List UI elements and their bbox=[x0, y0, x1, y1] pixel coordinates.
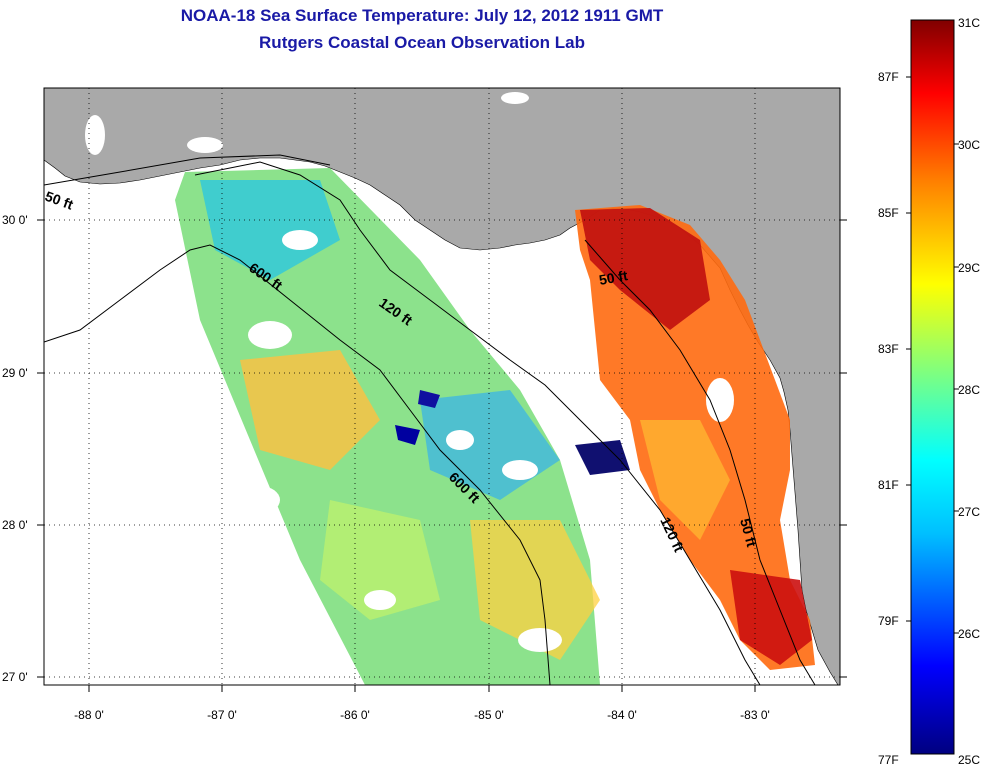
colorbar-celsius-label: 26C bbox=[958, 627, 980, 641]
contour-label: 50 ft bbox=[737, 517, 760, 549]
lon-label: -85 0' bbox=[474, 708, 504, 722]
axis-ticks bbox=[37, 219, 847, 692]
colorbar-celsius-label: 28C bbox=[958, 383, 980, 397]
colorbar-celsius-label: 25C bbox=[958, 753, 980, 767]
colorbar-celsius-label: 30C bbox=[958, 138, 980, 152]
lon-label: -84 0' bbox=[607, 708, 637, 722]
lon-label: -87 0' bbox=[207, 708, 237, 722]
colorbar-ticks bbox=[906, 76, 959, 634]
contour-600ft bbox=[44, 244, 551, 685]
chart-title: NOAA-18 Sea Surface Temperature: July 12… bbox=[180, 6, 664, 25]
lat-label: 30 0' bbox=[2, 213, 28, 227]
map-frame bbox=[43, 87, 841, 686]
lon-label: -88 0' bbox=[74, 708, 104, 722]
colorbar-fahrenheit-label: 81F bbox=[878, 478, 899, 492]
colorbar-celsius-label: 31C bbox=[958, 16, 980, 30]
colorbar-fahrenheit-label: 77F bbox=[878, 753, 899, 767]
contour-label: 50 ft bbox=[598, 267, 629, 288]
lat-label: 27 0' bbox=[2, 670, 28, 684]
colorbar-fahrenheit-label: 83F bbox=[878, 342, 899, 356]
sst-swath-west bbox=[175, 168, 630, 685]
inland-water bbox=[187, 137, 223, 153]
colorbar-celsius-label: 29C bbox=[958, 261, 980, 275]
colorbar-fahrenheit-label: 79F bbox=[878, 614, 899, 628]
colorbar-fahrenheit-label: 85F bbox=[878, 206, 899, 220]
inland-water bbox=[501, 92, 529, 104]
depth-contours bbox=[44, 154, 816, 685]
colorbar bbox=[910, 19, 955, 755]
land bbox=[44, 88, 840, 685]
colorbar-fahrenheit-label: 87F bbox=[878, 70, 899, 84]
lat-label: 29 0' bbox=[2, 366, 28, 380]
inland-water bbox=[85, 115, 105, 155]
contour-120ft bbox=[194, 161, 761, 685]
lat-label: 28 0' bbox=[2, 518, 28, 532]
lon-label: -83 0' bbox=[740, 708, 770, 722]
lon-label: -86 0' bbox=[340, 708, 370, 722]
contour-50ft bbox=[44, 154, 816, 685]
cloud-mask bbox=[240, 230, 734, 670]
chart-subtitle: Rutgers Coastal Ocean Observation Lab bbox=[259, 33, 585, 52]
colorbar-celsius-label: 27C bbox=[958, 505, 980, 519]
